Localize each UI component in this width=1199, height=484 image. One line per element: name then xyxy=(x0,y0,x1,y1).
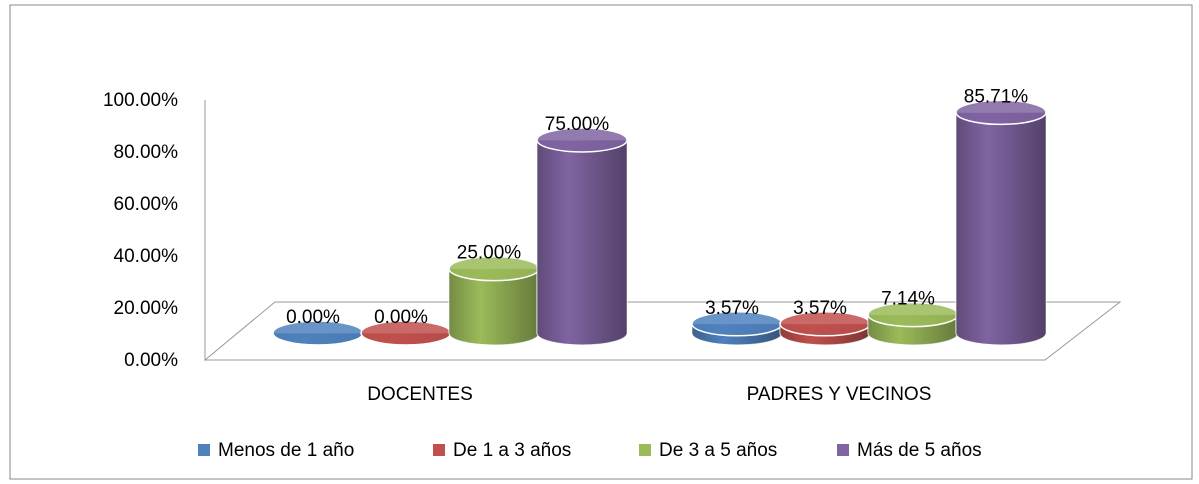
y-tick-label: 100.00% xyxy=(103,90,178,111)
legend-swatch xyxy=(198,444,210,456)
legend-label: De 3 a 5 años xyxy=(659,440,777,461)
x-tick-label: DOCENTES xyxy=(367,384,473,405)
cylinder-shade xyxy=(449,268,539,345)
cylinder-top xyxy=(955,99,1047,126)
value-label: 3.57% xyxy=(793,298,847,319)
y-tick-label: 80.00% xyxy=(114,142,179,163)
legend-label: Más de 5 años xyxy=(857,440,982,461)
value-label: 85.71% xyxy=(964,86,1029,107)
cylinder-top xyxy=(536,127,628,153)
legend-label: De 1 a 3 años xyxy=(453,440,571,461)
x-tick-label: PADRES Y VECINOS xyxy=(747,384,932,405)
value-label: 3.57% xyxy=(705,298,759,319)
y-tick-label: 20.00% xyxy=(114,298,179,319)
legend-swatch xyxy=(433,444,445,456)
y-tick-label: 60.00% xyxy=(114,194,179,215)
value-label: 75.00% xyxy=(545,114,610,135)
legend-swatch xyxy=(837,444,849,456)
value-label: 0.00% xyxy=(286,307,340,328)
value-label: 25.00% xyxy=(457,243,522,264)
legend-label: Menos de 1 año xyxy=(218,440,354,461)
y-tick-label: 40.00% xyxy=(114,246,179,267)
value-label: 7.14% xyxy=(881,289,935,310)
y-tick-label: 0.00% xyxy=(124,350,178,371)
cylinder-shade xyxy=(537,139,627,345)
value-label: 0.00% xyxy=(374,307,428,328)
legend-swatch xyxy=(639,444,651,456)
cylinder-shade xyxy=(956,112,1046,345)
